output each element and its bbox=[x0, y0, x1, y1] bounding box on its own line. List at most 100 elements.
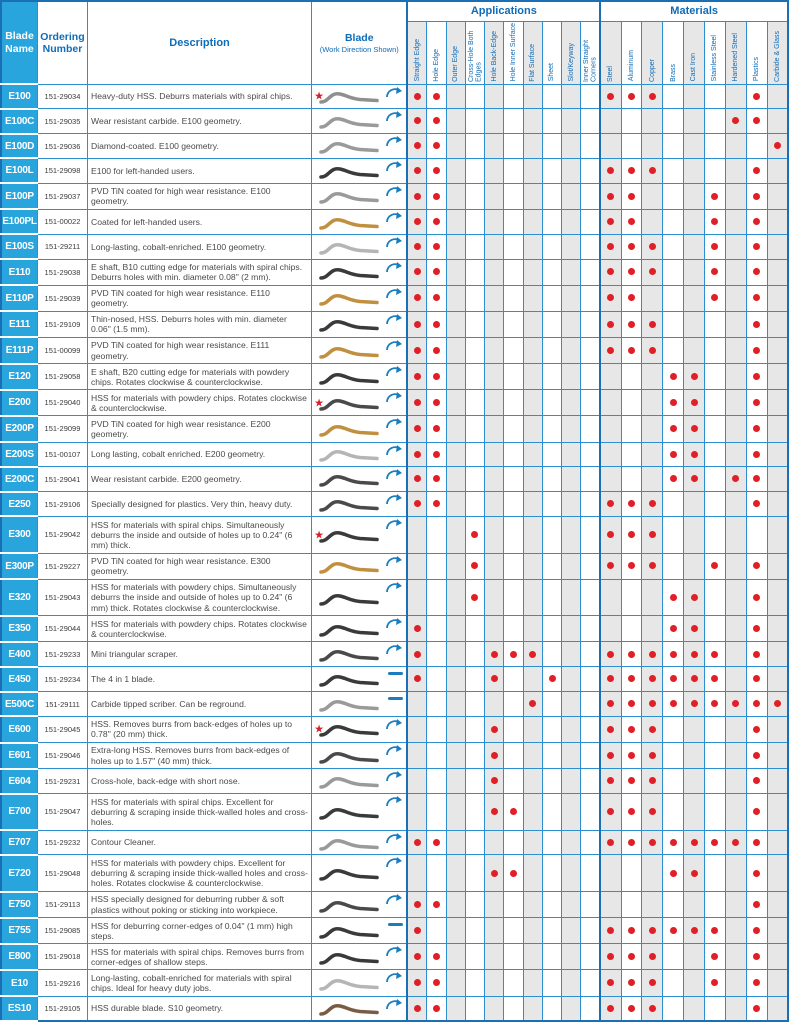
application-cell bbox=[426, 389, 447, 417]
rotation-direction-icon bbox=[386, 392, 403, 403]
material-cell bbox=[683, 891, 706, 919]
ordering-number-cell: 151-00022 bbox=[36, 208, 88, 235]
rotation-direction-icon bbox=[386, 366, 403, 377]
material-cell bbox=[620, 157, 643, 184]
blade-image-cell bbox=[311, 943, 408, 971]
applicable-dot bbox=[628, 953, 636, 961]
material-cell bbox=[704, 258, 726, 286]
application-cell bbox=[426, 742, 447, 770]
applicable-dot bbox=[607, 700, 615, 708]
applicable-dot bbox=[628, 192, 636, 200]
application-cell bbox=[580, 441, 601, 468]
material-cell bbox=[745, 891, 768, 919]
description-cell: PVD TiN coated for high wear resistance.… bbox=[86, 284, 313, 312]
applicable-dot bbox=[432, 167, 440, 175]
application-cell bbox=[484, 491, 505, 517]
material-cell bbox=[745, 258, 768, 286]
applicable-dot bbox=[753, 192, 761, 200]
material-cell bbox=[704, 995, 726, 1022]
application-cell bbox=[426, 715, 447, 744]
application-cell bbox=[522, 768, 543, 794]
application-cell bbox=[406, 233, 428, 260]
application-cell bbox=[445, 615, 466, 643]
applicable-dot bbox=[413, 399, 421, 407]
material-cell bbox=[683, 793, 706, 831]
applicable-dot bbox=[607, 294, 615, 302]
applicable-dot bbox=[628, 751, 636, 759]
description-cell: HSS for materials with powdery chips. Ex… bbox=[86, 854, 313, 893]
blade-image-cell bbox=[311, 258, 408, 286]
applicable-dot bbox=[628, 700, 636, 708]
ordering-number-cell: 151-29106 bbox=[36, 491, 88, 517]
table-row-e450: E450 151-29234 The 4 in 1 blade. bbox=[0, 665, 789, 693]
material-cell bbox=[766, 83, 789, 110]
table-row-es10: ES10 151-29105 HSS durable blade. S10 geom… bbox=[0, 995, 789, 1022]
application-cell bbox=[541, 829, 563, 856]
applicable-dot bbox=[669, 838, 677, 846]
application-cell bbox=[580, 666, 601, 693]
material-cell bbox=[683, 284, 706, 312]
application-cell bbox=[426, 793, 447, 831]
rotation-direction-icon bbox=[386, 771, 403, 782]
material-cell bbox=[724, 258, 747, 286]
application-cell bbox=[522, 891, 543, 919]
material-cell bbox=[620, 691, 643, 717]
material-cell bbox=[620, 829, 643, 856]
blade-name-cell: E100 bbox=[0, 83, 38, 110]
rotation-direction-icon bbox=[386, 86, 403, 97]
application-cell bbox=[426, 552, 447, 580]
blade-name-cell: E300 bbox=[0, 515, 38, 555]
applicable-dot bbox=[607, 953, 615, 961]
table-row-e100pl: E100PL 151-00022 Coated for left-handed us… bbox=[0, 208, 789, 236]
application-cell bbox=[406, 83, 428, 110]
ordering-number-cell: 151-29040 bbox=[36, 389, 88, 417]
material-cell bbox=[641, 336, 664, 365]
material-cell bbox=[745, 829, 768, 856]
material-cell bbox=[620, 552, 643, 580]
material-cell bbox=[766, 943, 789, 971]
application-cell bbox=[561, 854, 582, 893]
application-cell bbox=[561, 578, 582, 617]
application-cell bbox=[406, 310, 428, 338]
application-cell bbox=[426, 363, 447, 391]
application-cell bbox=[484, 854, 505, 893]
applicable-dot bbox=[509, 869, 517, 877]
material-cell bbox=[766, 691, 789, 717]
application-cell bbox=[503, 943, 524, 971]
material-cell bbox=[745, 578, 768, 617]
material-cell bbox=[599, 208, 622, 235]
applicable-dot bbox=[711, 979, 719, 987]
material-cell bbox=[641, 615, 664, 643]
application-cell bbox=[522, 83, 543, 110]
applicable-dot bbox=[432, 268, 440, 276]
material-cell bbox=[641, 715, 664, 744]
applicable-dot bbox=[753, 294, 761, 302]
material-cell bbox=[599, 995, 622, 1022]
rotation-direction-icon bbox=[386, 160, 403, 172]
applicable-dot bbox=[648, 500, 656, 508]
applicable-dot bbox=[753, 869, 761, 877]
application-cell bbox=[541, 233, 563, 260]
col-header-blade: Blade (Work Direction Shown) bbox=[311, 0, 408, 85]
material-cell bbox=[620, 441, 643, 468]
application-cell bbox=[484, 441, 505, 468]
material-cell bbox=[745, 515, 768, 554]
application-cell bbox=[503, 258, 524, 286]
applicable-dot bbox=[669, 625, 677, 633]
material-cell bbox=[745, 552, 768, 580]
material-cell bbox=[724, 515, 747, 554]
recommended-star-icon: ★ bbox=[314, 529, 324, 542]
rotation-direction-icon bbox=[386, 287, 403, 298]
application-cell bbox=[522, 666, 543, 693]
description-cell: Specially designed for plastics. Very th… bbox=[86, 491, 313, 517]
application-cell bbox=[445, 108, 466, 135]
application-cell bbox=[426, 415, 447, 443]
material-cell bbox=[620, 233, 643, 260]
material-cell bbox=[662, 943, 685, 971]
applicable-dot bbox=[432, 218, 440, 226]
material-cell bbox=[599, 615, 622, 643]
application-cell bbox=[561, 691, 582, 717]
material-cell bbox=[662, 157, 685, 184]
material-cell bbox=[641, 466, 664, 493]
material-cell bbox=[599, 157, 622, 184]
